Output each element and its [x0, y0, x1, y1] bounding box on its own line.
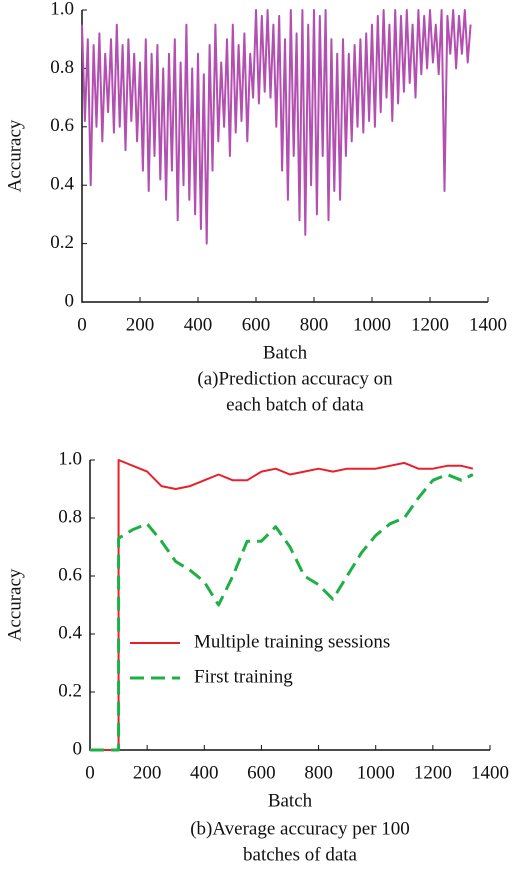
y-tick-label: 0.2	[50, 232, 74, 253]
y-tick-label: 0.6	[50, 115, 74, 136]
x-tick-label: 1200	[414, 762, 452, 783]
data-line	[90, 459, 474, 751]
x-tick-label: 0	[85, 762, 95, 783]
x-tick-label: 600	[242, 314, 271, 335]
caption: each batch of data	[226, 394, 364, 415]
caption: (a)Prediction accuracy on	[197, 368, 393, 389]
x-axis-label: Batch	[263, 342, 308, 363]
x-tick-label: 1000	[357, 762, 395, 783]
caption: (b)Average accuracy per 100	[190, 818, 410, 839]
y-tick-label: 0.2	[58, 680, 82, 701]
axes	[89, 460, 490, 751]
y-tick-label: 0.4	[58, 622, 82, 643]
legend-label: First training	[194, 666, 293, 687]
x-axis-label: Batch	[268, 790, 313, 811]
x-tick-label: 1400	[469, 314, 507, 335]
x-tick-label: 1000	[353, 314, 391, 335]
data-line	[90, 473, 474, 752]
x-tick-label: 400	[190, 762, 219, 783]
x-tick-label: 1400	[471, 762, 509, 783]
y-axis-label: Accuracy	[4, 568, 25, 641]
x-tick-label: 200	[133, 762, 162, 783]
y-tick-label: 1.0	[50, 0, 74, 19]
data-line	[81, 9, 472, 245]
legend-label: Multiple training sessions	[194, 631, 390, 652]
y-tick-label: 0.8	[58, 506, 82, 527]
x-tick-label: 1200	[411, 314, 449, 335]
x-tick-label: 800	[304, 762, 333, 783]
y-axis-label: Accuracy	[4, 119, 25, 192]
y-tick-label: 0	[65, 290, 75, 311]
x-tick-label: 200	[126, 314, 155, 335]
y-tick-label: 0.6	[58, 564, 82, 585]
x-tick-label: 0	[77, 314, 87, 335]
x-tick-label: 400	[184, 314, 213, 335]
y-tick-label: 0.4	[50, 174, 74, 195]
y-tick-label: 0	[73, 738, 83, 759]
x-tick-label: 800	[300, 314, 329, 335]
x-tick-label: 600	[247, 762, 276, 783]
y-tick-label: 0.8	[50, 57, 74, 78]
caption: batches of data	[243, 844, 358, 865]
y-tick-label: 1.0	[58, 448, 82, 469]
